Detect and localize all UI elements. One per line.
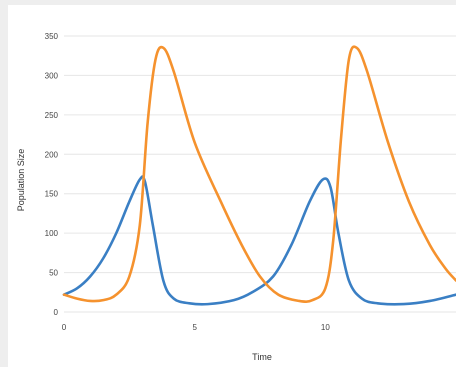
- x-tick-label: 0: [62, 323, 67, 332]
- y-tick-label: 200: [45, 150, 59, 159]
- chart-panel: [8, 5, 456, 367]
- x-tick-label: 5: [192, 323, 197, 332]
- y-tick-label: 250: [45, 111, 59, 120]
- y-tick-label: 50: [49, 269, 58, 278]
- series-line-1: [62, 175, 456, 306]
- x-tick-label: 10: [321, 323, 330, 332]
- y-tick-label: 300: [45, 71, 59, 80]
- tick-labels: 0 50 100 150 200 250 300 350 0 5 10: [45, 32, 331, 332]
- y-tick-label: 150: [45, 190, 59, 199]
- y-axis-label: Population Size: [16, 149, 26, 212]
- gridlines: [64, 35, 456, 313]
- y-tick-label: 350: [45, 32, 59, 41]
- y-tick-label: 0: [54, 308, 59, 317]
- series-line-2: [62, 45, 456, 303]
- series-lines: [62, 45, 456, 306]
- y-tick-label: 100: [45, 229, 59, 238]
- x-axis-label: Time: [252, 352, 272, 362]
